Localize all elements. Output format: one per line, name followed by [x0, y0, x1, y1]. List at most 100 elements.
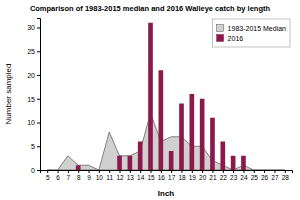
x-tick-label: 23	[230, 174, 238, 181]
bar	[86, 170, 91, 171]
x-tick-mark	[223, 170, 224, 173]
bar	[138, 142, 143, 171]
x-tick-mark	[161, 170, 162, 173]
x-tick-mark	[285, 170, 286, 173]
x-tick-mark	[192, 170, 193, 173]
bar	[220, 142, 225, 171]
y-axis: 0 5 10 15 20 25 30	[27, 19, 40, 174]
x-tick: 20	[199, 170, 207, 181]
x-tick-mark	[264, 170, 265, 173]
legend-swatch	[217, 25, 224, 32]
x-tick-mark	[233, 170, 234, 173]
x-tick: 19	[189, 170, 197, 181]
y-tick-label: 0	[31, 167, 35, 174]
y-tick-label: 10	[27, 119, 35, 126]
y-tick-label: 20	[27, 72, 35, 79]
x-tick: 12	[116, 170, 124, 181]
bar	[200, 99, 205, 170]
y-tick-mark	[37, 99, 40, 100]
y-tick: 5	[31, 143, 40, 150]
x-tick-label: 10	[96, 174, 104, 181]
x-tick-mark	[99, 170, 100, 173]
x-tick-mark	[130, 170, 131, 173]
legend-box	[213, 19, 290, 47]
x-tick: 10	[96, 170, 104, 181]
bar	[272, 170, 277, 171]
bar	[117, 156, 122, 170]
x-tick: 6	[56, 170, 60, 181]
y-tick: 30	[27, 24, 40, 31]
bar	[189, 94, 194, 170]
bar	[66, 170, 71, 171]
y-tick: 15	[27, 95, 40, 102]
x-tick-label: 19	[189, 174, 197, 181]
x-tick-label: 16	[158, 174, 166, 181]
y-tick: 20	[27, 72, 40, 79]
x-axis: 5678910111213141516171819202122232425262…	[41, 170, 293, 181]
x-tick-mark	[78, 170, 79, 173]
x-tick: 26	[261, 170, 269, 181]
x-tick: 15	[147, 170, 155, 181]
x-tick-label: 24	[240, 174, 248, 181]
x-tick-mark	[243, 170, 244, 173]
y-tick-mark	[37, 75, 40, 76]
x-tick: 8	[77, 170, 81, 181]
x-tick: 17	[168, 170, 176, 181]
x-tick-label: 25	[251, 174, 259, 181]
y-tick-label: 30	[27, 24, 35, 31]
x-tick-label: 12	[116, 174, 124, 181]
y-tick: 0	[31, 167, 40, 174]
bar	[148, 23, 153, 170]
y-tick-label: 5	[31, 143, 35, 150]
x-tick-label: 14	[137, 174, 145, 181]
legend: 1983-2015 Median2016	[213, 19, 290, 47]
x-tick-mark	[181, 170, 182, 173]
bar	[45, 170, 50, 171]
x-tick-label: 5	[46, 174, 50, 181]
x-tick-mark	[120, 170, 121, 173]
bar	[169, 151, 174, 170]
bar	[262, 170, 267, 171]
x-tick: 21	[209, 170, 217, 181]
x-tick-mark	[68, 170, 69, 173]
x-tick-mark	[151, 170, 152, 173]
x-tick: 25	[251, 170, 259, 181]
y-tick-label: 15	[27, 95, 35, 102]
x-tick: 16	[158, 170, 166, 181]
bar	[55, 170, 60, 171]
x-tick-label: 13	[127, 174, 135, 181]
x-tick: 14	[137, 170, 145, 181]
y-tick-mark	[37, 51, 40, 52]
x-tick-label: 21	[209, 174, 217, 181]
x-tick-label: 8	[77, 174, 81, 181]
y-tick-mark	[37, 28, 40, 29]
x-tick-label: 18	[178, 174, 186, 181]
x-tick-mark	[47, 170, 48, 173]
x-tick-mark	[109, 170, 110, 173]
x-tick: 24	[240, 170, 248, 181]
x-tick-label: 27	[271, 174, 279, 181]
x-tick-label: 20	[199, 174, 207, 181]
bar	[159, 70, 164, 170]
x-axis-title: Inch	[158, 189, 175, 198]
x-tick: 13	[127, 170, 135, 181]
bar	[107, 170, 112, 171]
x-tick-mark	[274, 170, 275, 173]
legend-label: 2016	[228, 35, 244, 42]
x-tick: 27	[271, 170, 279, 181]
x-tick: 22	[220, 170, 228, 181]
x-tick-label: 26	[261, 174, 269, 181]
x-tick-label: 15	[147, 174, 155, 181]
y-tick-mark	[37, 170, 40, 171]
bar	[231, 156, 236, 170]
x-tick-mark	[212, 170, 213, 173]
x-tick-mark	[58, 170, 59, 173]
y-axis-title: Number sampled	[4, 64, 13, 125]
y-tick-label: 25	[27, 48, 35, 55]
x-tick-label: 9	[87, 174, 91, 181]
bar	[179, 104, 184, 171]
x-tick-label: 11	[106, 174, 113, 181]
title: Comparison of 1983-2015 median and 2016 …	[30, 4, 271, 13]
x-tick-mark	[140, 170, 141, 173]
median-area	[47, 113, 285, 170]
